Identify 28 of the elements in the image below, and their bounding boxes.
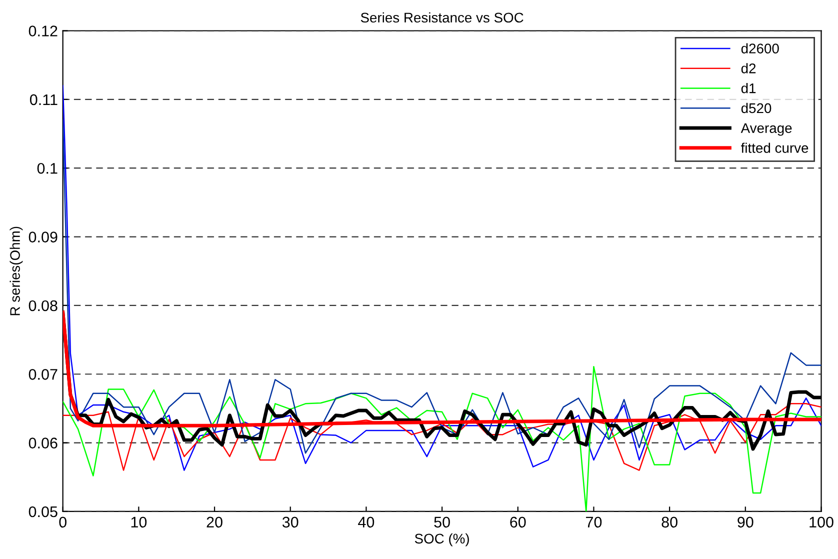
legend-label: d1 <box>741 83 756 94</box>
legend-label: d2600 <box>741 43 779 54</box>
y-tick-label: 0.06 <box>28 438 58 448</box>
y-axis-title: R series(Ohm) <box>10 226 23 316</box>
y-tick-label: 0.12 <box>28 26 58 36</box>
y-tick-label: 0.1 <box>37 162 58 174</box>
y-tick-label: 0.08 <box>28 300 58 312</box>
legend-label: d520 <box>741 102 772 114</box>
x-tick-label: 50 <box>434 516 450 528</box>
legend-label: fitted curve <box>741 142 808 153</box>
x-tick-label: 80 <box>662 516 678 528</box>
x-tick-label: 10 <box>131 516 147 528</box>
x-axis-title: SOC (%) <box>414 533 469 546</box>
y-tick-label: 0.07 <box>28 369 58 380</box>
x-tick-label: 60 <box>510 516 526 528</box>
chart-title: Series Resistance vs SOC <box>360 12 524 23</box>
y-tick-label: 0.09 <box>28 232 58 242</box>
y-tick-label: 0.11 <box>30 94 58 106</box>
y-tick-label: 0.05 <box>28 506 58 518</box>
x-tick-label: 90 <box>738 516 754 528</box>
legend-label: Average <box>740 123 792 136</box>
legend-label: d2 <box>741 63 756 74</box>
x-tick-label: 0 <box>59 516 66 528</box>
x-tick-label: 70 <box>586 516 602 528</box>
x-tick-label: 100 <box>810 516 834 528</box>
x-tick-label: 20 <box>206 516 222 528</box>
x-tick-label: 30 <box>282 516 298 528</box>
x-tick-label: 40 <box>358 516 374 528</box>
